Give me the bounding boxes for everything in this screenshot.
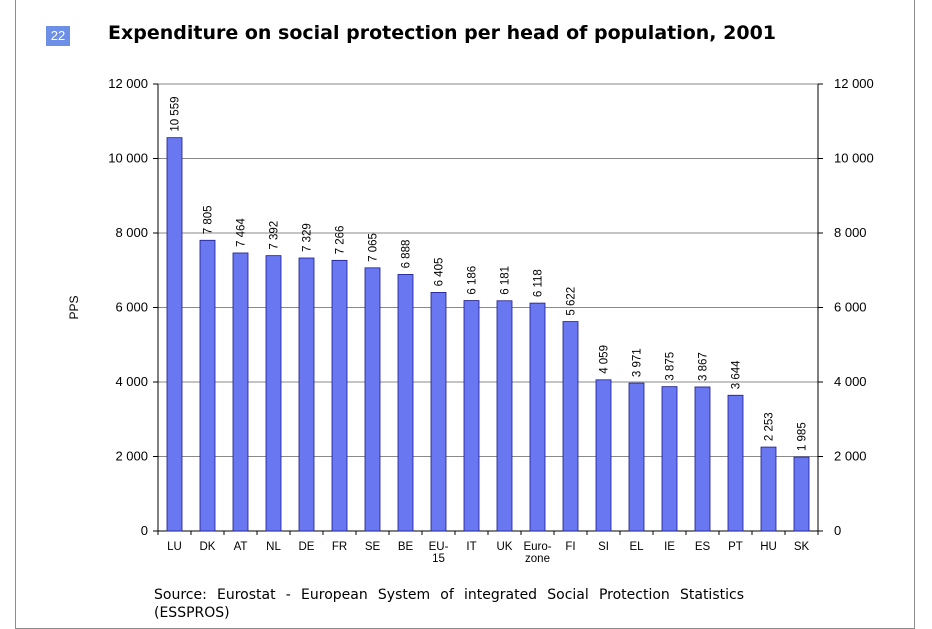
category-label: PT: [728, 541, 743, 553]
data-label: 7 329: [302, 223, 314, 252]
category-label: IT: [466, 541, 476, 553]
category-label: IE: [664, 541, 675, 553]
bar: [265, 255, 282, 532]
category-label: zone: [525, 553, 550, 565]
data-label: 1 985: [797, 422, 809, 451]
y2-tick-label: 10 000: [834, 151, 874, 166]
category-label: DK: [200, 541, 216, 553]
bar: [364, 267, 381, 532]
bar: [397, 274, 414, 532]
data-label: 6 186: [467, 266, 479, 295]
bar: [727, 394, 744, 532]
bar: [793, 456, 810, 532]
y-tick-label: 6 000: [115, 300, 148, 315]
bar: [661, 386, 678, 532]
bar: [496, 300, 513, 532]
data-label: 5 622: [566, 287, 578, 316]
source-note: Source: Eurostat - European System of in…: [154, 587, 744, 621]
data-label: 6 405: [434, 258, 446, 287]
y-tick-label: 10 000: [108, 151, 148, 166]
category-label: HU: [760, 541, 777, 553]
data-label: 3 644: [731, 360, 743, 389]
chart-title: Expenditure on social protection per hea…: [108, 22, 777, 44]
bar: [166, 137, 183, 532]
bar: [199, 239, 216, 532]
bar: [298, 257, 315, 532]
category-label: NL: [266, 541, 281, 553]
y-tick-label: 12 000: [108, 76, 148, 91]
bar: [694, 386, 711, 532]
bar: [562, 321, 579, 532]
y2-tick-label: 8 000: [834, 225, 867, 240]
data-label: 7 805: [203, 205, 215, 234]
y-tick-label: 2 000: [115, 449, 148, 464]
data-label: 3 971: [632, 348, 644, 377]
y-axis-label: PPS: [67, 295, 81, 319]
category-label: DE: [299, 541, 315, 553]
data-label: 3 867: [698, 352, 710, 381]
category-label: LU: [167, 541, 182, 553]
category-label: 15: [432, 553, 445, 565]
y2-tick-label: 2 000: [834, 449, 867, 464]
category-label: SK: [794, 541, 810, 553]
y-tick-label: 4 000: [115, 374, 148, 389]
y-tick-label: 8 000: [115, 225, 148, 240]
data-label: 7 266: [335, 226, 347, 255]
slide-number-badge: 22: [46, 26, 70, 46]
data-label: 3 875: [665, 352, 677, 381]
category-label: AT: [234, 541, 248, 553]
bar: [760, 446, 777, 532]
data-label: 6 181: [500, 266, 512, 295]
data-label: 6 118: [533, 269, 545, 297]
bar: [628, 382, 645, 532]
y2-tick-label: 0: [834, 523, 841, 538]
category-label: ES: [695, 541, 711, 553]
data-label: 7 065: [368, 233, 380, 262]
category-label: BE: [398, 541, 414, 553]
category-label: EL: [629, 541, 644, 553]
data-label: 7 392: [269, 221, 281, 250]
y2-tick-label: 4 000: [834, 374, 867, 389]
y2-tick-label: 12 000: [834, 76, 874, 91]
bar: [232, 252, 249, 532]
category-label: FI: [565, 541, 575, 553]
data-label: 7 464: [236, 218, 248, 247]
category-label: Euro-: [523, 541, 551, 553]
data-label: 10 559: [170, 96, 182, 131]
data-label: 2 253: [764, 412, 776, 441]
bar: [430, 292, 447, 532]
category-label: SI: [598, 541, 609, 553]
category-label: SE: [365, 541, 381, 553]
y2-tick-label: 6 000: [834, 300, 867, 315]
bar: [331, 259, 348, 532]
data-label: 6 888: [401, 240, 413, 269]
bar: [595, 379, 612, 532]
bar: [463, 300, 480, 532]
category-label: FR: [332, 541, 347, 553]
data-label: 4 059: [599, 345, 611, 374]
category-label: UK: [497, 541, 513, 553]
y-tick-label: 0: [141, 523, 148, 538]
category-label: EU-: [429, 541, 449, 553]
bar: [529, 302, 546, 532]
